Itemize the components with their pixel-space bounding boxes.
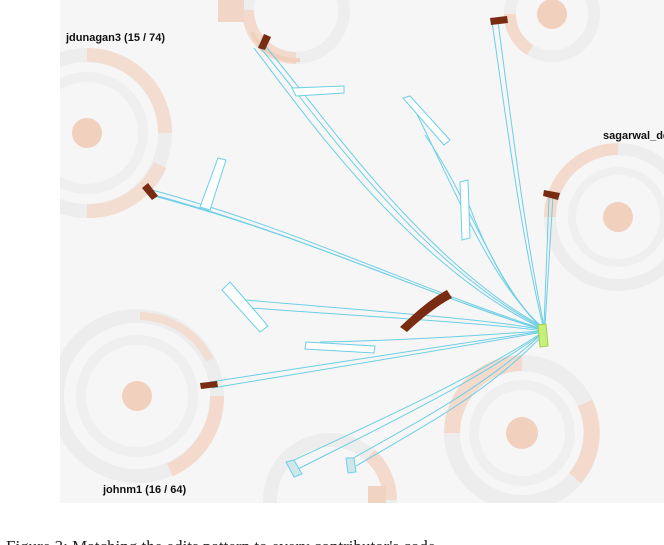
matched-segment-sagarwal	[543, 190, 560, 200]
matched-segment-center	[400, 290, 452, 332]
cluster-sagarwal-center	[603, 202, 633, 232]
edge-node	[345, 457, 357, 474]
matched-segment-jdunagan3	[258, 34, 271, 50]
edge-node	[304, 341, 376, 354]
cluster-center-sunburst	[444, 355, 600, 503]
edge-node	[402, 95, 451, 146]
cluster-jdunagan3-center	[72, 118, 102, 148]
cluster-label-sagarwal: sagarwal_de	[603, 130, 664, 142]
matched-segment-left	[142, 183, 158, 200]
focus-node[interactable]	[537, 323, 549, 348]
cluster-bottom-sunburst	[263, 433, 398, 503]
cluster-johnm1-sunburst	[60, 309, 225, 483]
edge-endpoint-nodes	[199, 85, 471, 478]
matched-segment-johnm1	[200, 381, 218, 389]
cluster-johnm1-center	[122, 381, 152, 411]
matched-segments	[142, 16, 560, 389]
cluster-sagarwal-sunburst	[544, 143, 664, 291]
cluster-jdunagan3-sunburst	[60, 48, 172, 219]
cluster-label-johnm1: johnm1 (16 / 64)	[102, 484, 186, 496]
edge-node	[221, 281, 269, 333]
edge-bundle	[149, 21, 554, 471]
matched-segment-topright	[490, 16, 508, 25]
edge-node	[459, 179, 471, 241]
edge-node	[285, 459, 303, 478]
cluster-topright-sunburst	[503, 0, 600, 62]
cluster-label-jdunagan3: jdunagan3 (15 / 74)	[65, 32, 165, 44]
edge-node	[291, 85, 345, 97]
figure-caption: Figure 3: Matching the edits pattern to …	[6, 537, 435, 545]
edge-node	[199, 157, 227, 211]
